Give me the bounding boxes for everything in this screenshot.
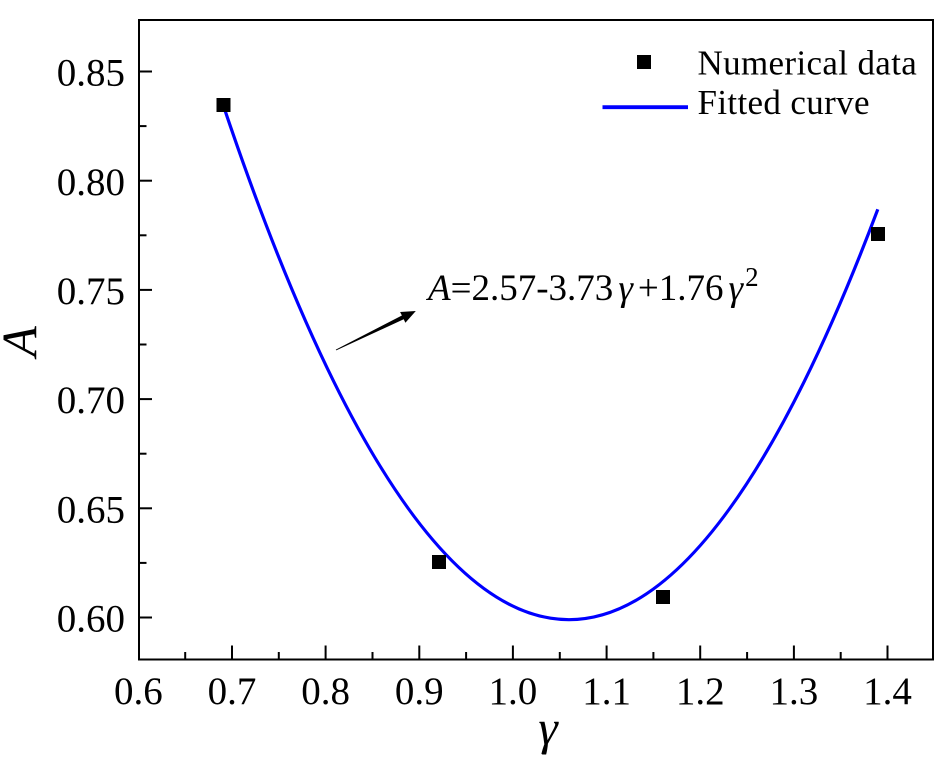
svg-text:0.6: 0.6 bbox=[114, 670, 163, 713]
svg-text:0.75: 0.75 bbox=[57, 270, 125, 313]
svg-text:0.65: 0.65 bbox=[57, 488, 125, 531]
svg-text:1.4: 1.4 bbox=[863, 670, 912, 713]
svg-text:1.0: 1.0 bbox=[489, 670, 538, 713]
svg-text:0.60: 0.60 bbox=[57, 598, 125, 641]
svg-text:0.80: 0.80 bbox=[57, 161, 125, 204]
svg-text:0.85: 0.85 bbox=[57, 52, 125, 95]
svg-text:1.3: 1.3 bbox=[770, 670, 819, 713]
svg-text:γ: γ bbox=[538, 700, 559, 755]
svg-text:Numerical data: Numerical data bbox=[698, 44, 918, 83]
svg-text:A: A bbox=[0, 326, 48, 360]
svg-text:Fitted curve: Fitted curve bbox=[698, 83, 870, 122]
svg-text:0.7: 0.7 bbox=[208, 670, 257, 713]
svg-text:0.8: 0.8 bbox=[301, 670, 350, 713]
svg-text:1.1: 1.1 bbox=[582, 670, 631, 713]
svg-text:0.9: 0.9 bbox=[395, 670, 444, 713]
svg-text:0.70: 0.70 bbox=[57, 379, 125, 422]
svg-text:1.2: 1.2 bbox=[676, 670, 725, 713]
